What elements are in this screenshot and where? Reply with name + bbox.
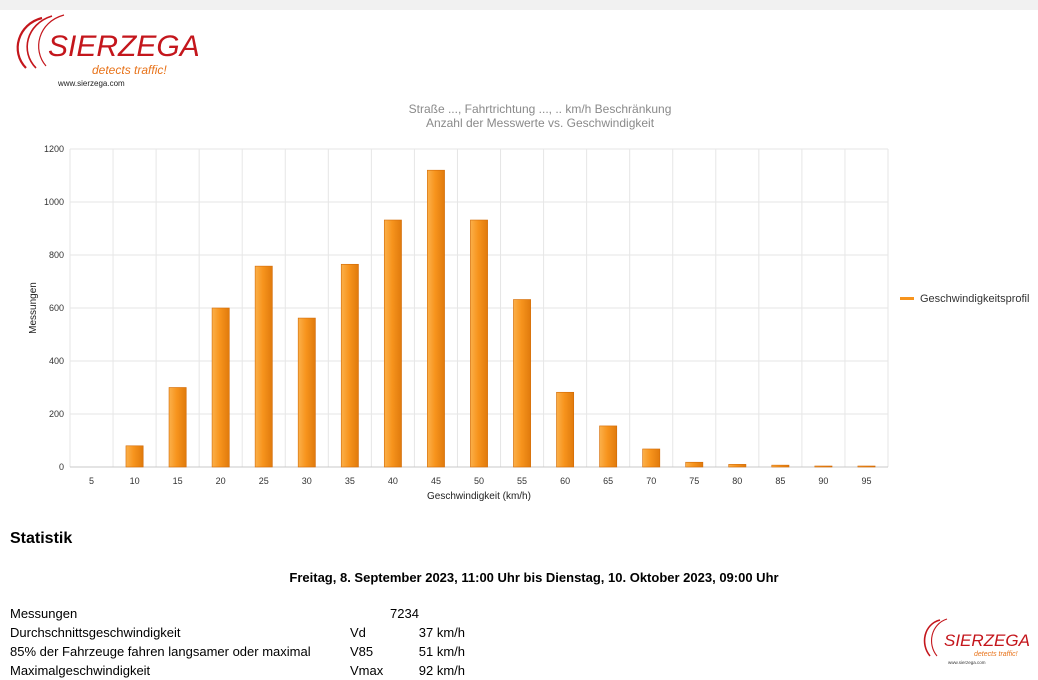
x-tick-label: 40 bbox=[388, 476, 398, 486]
stat-label: Durchschnittsgeschwindigkeit bbox=[10, 625, 181, 640]
chart-bars bbox=[125, 169, 876, 468]
bar bbox=[297, 317, 316, 468]
x-tick-label: 20 bbox=[216, 476, 226, 486]
bar bbox=[599, 425, 618, 468]
top-bar bbox=[0, 0, 1038, 10]
x-tick-label: 90 bbox=[818, 476, 828, 486]
y-axis-ticks: 0 200 400 600 800 1000 1200 bbox=[44, 144, 64, 472]
x-tick-label: 85 bbox=[775, 476, 785, 486]
y-tick-label: 800 bbox=[49, 250, 64, 260]
bar bbox=[685, 461, 704, 468]
x-tick-label: 25 bbox=[259, 476, 269, 486]
stat-label: 85% der Fahrzeuge fahren langsamer oder … bbox=[10, 644, 311, 659]
stat-label: Messungen bbox=[10, 606, 78, 621]
x-tick-label: 45 bbox=[431, 476, 441, 486]
bar bbox=[254, 265, 273, 468]
bar bbox=[857, 465, 876, 468]
bar bbox=[642, 448, 661, 468]
legend-swatch bbox=[900, 297, 914, 300]
logo-small-wordmark: SIERZEGA bbox=[944, 631, 1030, 650]
chart-legend: Geschwindigkeitsprofil bbox=[900, 293, 1029, 305]
x-tick-label: 70 bbox=[646, 476, 656, 486]
stat-symbol: Vd bbox=[350, 625, 366, 640]
logo-tagline: detects traffic! bbox=[92, 63, 167, 77]
logo-url: www.sierzega.com bbox=[58, 79, 125, 88]
bar bbox=[771, 464, 790, 468]
bar bbox=[556, 391, 575, 468]
logo-small-tagline: detects traffic! bbox=[974, 651, 1018, 658]
bar bbox=[168, 387, 187, 468]
y-tick-label: 1000 bbox=[44, 197, 64, 207]
x-tick-label: 75 bbox=[689, 476, 699, 486]
bar bbox=[470, 219, 488, 468]
y-tick-label: 600 bbox=[49, 303, 64, 313]
x-tick-label: 10 bbox=[130, 476, 140, 486]
measurement-period: Freitag, 8. September 2023, 11:00 Uhr bi… bbox=[289, 570, 779, 585]
bar bbox=[125, 445, 144, 468]
x-axis-label: Geschwindigkeit (km/h) bbox=[427, 491, 531, 502]
stat-value: 37 km/h bbox=[418, 625, 465, 640]
chart-title-line: Straße ..., Fahrtrichtung ..., .. km/h B… bbox=[409, 102, 672, 116]
y-tick-label: 1200 bbox=[44, 144, 64, 154]
x-tick-label: 80 bbox=[732, 476, 742, 486]
x-tick-label: 50 bbox=[474, 476, 484, 486]
sierzega-logo: SIERZEGA detects traffic! bbox=[16, 14, 198, 77]
stat-value: 7234 bbox=[390, 606, 419, 621]
y-tick-label: 200 bbox=[49, 409, 64, 419]
bar bbox=[814, 465, 833, 468]
x-tick-label: 30 bbox=[302, 476, 312, 486]
y-tick-label: 400 bbox=[49, 356, 64, 366]
bar bbox=[211, 307, 230, 468]
x-tick-label: 55 bbox=[517, 476, 527, 486]
x-tick-label: 60 bbox=[560, 476, 570, 486]
x-tick-label: 15 bbox=[173, 476, 183, 486]
x-tick-label: 5 bbox=[89, 476, 94, 486]
bar bbox=[383, 219, 402, 468]
x-tick-label: 65 bbox=[603, 476, 613, 486]
x-axis-ticks: 5 10 15 20 25 30 35 40 45 50 55 60 65 70 75 80 85 90 95 bbox=[89, 476, 871, 486]
bar bbox=[340, 263, 359, 468]
bar bbox=[513, 299, 531, 468]
chart-title: Straße ..., Fahrtrichtung ..., .. km/h B… bbox=[409, 102, 672, 130]
stat-label: Maximalgeschwindigkeit bbox=[10, 663, 151, 678]
y-tick-label: 0 bbox=[59, 462, 64, 472]
x-tick-label: 95 bbox=[861, 476, 871, 486]
bar bbox=[728, 464, 747, 468]
y-axis-label: Messungen bbox=[28, 282, 39, 334]
chart-title-line: Anzahl der Messwerte vs. Geschwindigkeit bbox=[426, 116, 655, 130]
sierzega-logo-small: SIERZEGA detects traffic! www.sierzega.c… bbox=[923, 618, 1030, 665]
logo-small-url: www.sierzega.com bbox=[948, 660, 986, 665]
stat-value: 92 km/h bbox=[418, 663, 465, 678]
bar bbox=[427, 169, 445, 468]
statistics-heading: Statistik bbox=[10, 530, 73, 547]
speed-histogram-chart: Straße ..., Fahrtrichtung ..., .. km/h B… bbox=[28, 102, 1029, 502]
logo-wordmark: SIERZEGA bbox=[48, 30, 198, 63]
stat-symbol: Vmax bbox=[350, 663, 384, 678]
x-tick-label: 35 bbox=[345, 476, 355, 486]
stat-symbol: V85 bbox=[350, 644, 374, 659]
legend-label: Geschwindigkeitsprofil bbox=[920, 293, 1029, 305]
stat-value: 51 km/h bbox=[418, 644, 465, 659]
